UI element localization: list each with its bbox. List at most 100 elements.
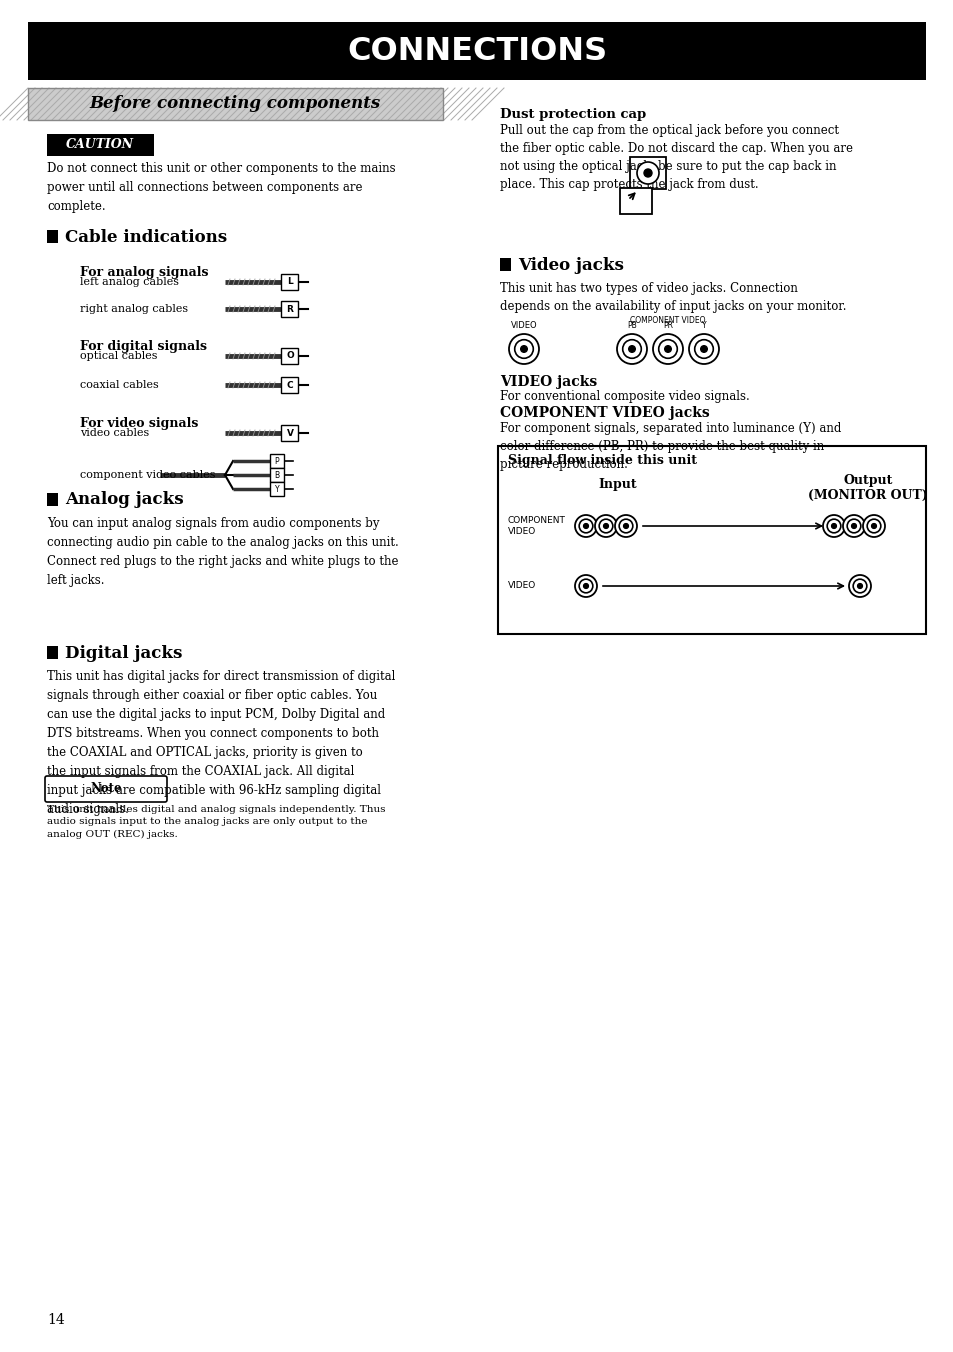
Text: Pull out the cap from the optical jack before you connect
the fiber optic cable.: Pull out the cap from the optical jack b…	[499, 124, 852, 191]
Circle shape	[515, 339, 533, 358]
Text: B: B	[274, 470, 279, 480]
Circle shape	[688, 334, 719, 364]
Text: component video cables: component video cables	[80, 470, 215, 480]
Circle shape	[622, 339, 640, 358]
Circle shape	[578, 519, 592, 533]
Text: PR: PR	[662, 320, 672, 330]
Bar	[281, 377, 297, 393]
Bar	[497, 446, 925, 634]
Text: coaxial cables: coaxial cables	[80, 380, 158, 389]
Text: Signal flow inside this unit: Signal flow inside this unit	[507, 454, 697, 466]
Bar	[28, 88, 442, 120]
Circle shape	[694, 339, 713, 358]
Text: CONNECTIONS: CONNECTIONS	[347, 35, 606, 66]
Circle shape	[851, 523, 856, 529]
Circle shape	[842, 515, 864, 537]
FancyBboxPatch shape	[45, 776, 167, 802]
Text: VIDEO: VIDEO	[510, 320, 537, 330]
Bar	[499, 258, 511, 270]
Circle shape	[618, 519, 632, 533]
Circle shape	[852, 579, 866, 592]
Text: This unit handles digital and analog signals independently. Thus
audio signals i: This unit handles digital and analog sig…	[47, 804, 385, 840]
Text: Y: Y	[274, 484, 279, 493]
Circle shape	[509, 334, 538, 364]
Text: Dust protection cap: Dust protection cap	[499, 108, 645, 120]
Circle shape	[575, 515, 597, 537]
Circle shape	[826, 519, 840, 533]
Bar	[281, 425, 297, 441]
Circle shape	[583, 584, 588, 588]
Circle shape	[520, 346, 527, 353]
Text: Digital jacks: Digital jacks	[65, 645, 182, 661]
Circle shape	[664, 346, 671, 353]
Text: Video jacks: Video jacks	[517, 257, 623, 273]
Text: V: V	[286, 429, 294, 438]
Circle shape	[643, 169, 651, 177]
Text: VIDEO: VIDEO	[507, 581, 536, 591]
Bar	[281, 301, 297, 316]
Text: P: P	[274, 457, 279, 465]
Bar	[47, 134, 153, 155]
Circle shape	[583, 523, 588, 529]
Text: 14: 14	[47, 1313, 65, 1328]
Text: Note: Note	[91, 783, 122, 795]
Circle shape	[652, 334, 682, 364]
Bar	[281, 274, 297, 289]
Text: You can input analog signals from audio components by
connecting audio pin cable: You can input analog signals from audio …	[47, 516, 398, 587]
Circle shape	[848, 575, 870, 598]
Circle shape	[658, 339, 677, 358]
Circle shape	[857, 584, 862, 588]
Text: This unit has two types of video jacks. Connection
depends on the availability o: This unit has two types of video jacks. …	[499, 283, 845, 314]
Bar	[47, 493, 58, 506]
Text: For component signals, separated into luminance (Y) and
color difference (PB, PR: For component signals, separated into lu…	[499, 422, 841, 470]
Text: For analog signals: For analog signals	[80, 266, 209, 279]
Circle shape	[595, 515, 617, 537]
Bar	[47, 646, 58, 658]
Circle shape	[700, 346, 706, 353]
Text: This unit has digital jacks for direct transmission of digital
signals through e: This unit has digital jacks for direct t…	[47, 671, 395, 817]
Text: Analog jacks: Analog jacks	[65, 492, 183, 508]
Text: left analog cables: left analog cables	[80, 277, 179, 287]
Text: VIDEO jacks: VIDEO jacks	[499, 375, 597, 389]
Text: Input: Input	[598, 479, 637, 491]
Bar	[619, 188, 651, 214]
Circle shape	[637, 162, 659, 184]
Circle shape	[628, 346, 635, 353]
Bar	[270, 468, 284, 483]
Text: COMPONENT VIDEO jacks: COMPONENT VIDEO jacks	[499, 406, 709, 420]
Text: Cable indications: Cable indications	[65, 228, 227, 246]
Circle shape	[866, 519, 880, 533]
Circle shape	[603, 523, 608, 529]
Text: COMPONENT VIDEO: COMPONENT VIDEO	[630, 316, 705, 324]
Text: video cables: video cables	[80, 429, 149, 438]
Text: For digital signals: For digital signals	[80, 339, 207, 353]
Circle shape	[822, 515, 844, 537]
Circle shape	[623, 523, 628, 529]
Circle shape	[831, 523, 836, 529]
Text: R: R	[286, 304, 294, 314]
Text: optical cables: optical cables	[80, 352, 157, 361]
Bar	[47, 230, 58, 243]
Text: right analog cables: right analog cables	[80, 304, 188, 314]
Text: L: L	[287, 277, 293, 287]
Text: Y: Y	[701, 320, 705, 330]
Text: Before connecting components: Before connecting components	[90, 96, 381, 112]
Bar	[270, 454, 284, 468]
Text: For conventional composite video signals.: For conventional composite video signals…	[499, 389, 749, 403]
Circle shape	[846, 519, 860, 533]
Bar	[28, 22, 925, 80]
Text: O: O	[286, 352, 294, 361]
Text: Output
(MONITOR OUT): Output (MONITOR OUT)	[807, 475, 927, 502]
Text: COMPONENT
VIDEO: COMPONENT VIDEO	[507, 516, 565, 535]
Circle shape	[615, 515, 637, 537]
Bar	[629, 157, 665, 189]
Bar	[281, 347, 297, 364]
Circle shape	[578, 579, 592, 592]
Circle shape	[598, 519, 612, 533]
Text: PB: PB	[626, 320, 637, 330]
Circle shape	[575, 575, 597, 598]
Text: For video signals: For video signals	[80, 416, 198, 430]
Circle shape	[871, 523, 876, 529]
Circle shape	[862, 515, 884, 537]
Bar	[28, 88, 442, 120]
